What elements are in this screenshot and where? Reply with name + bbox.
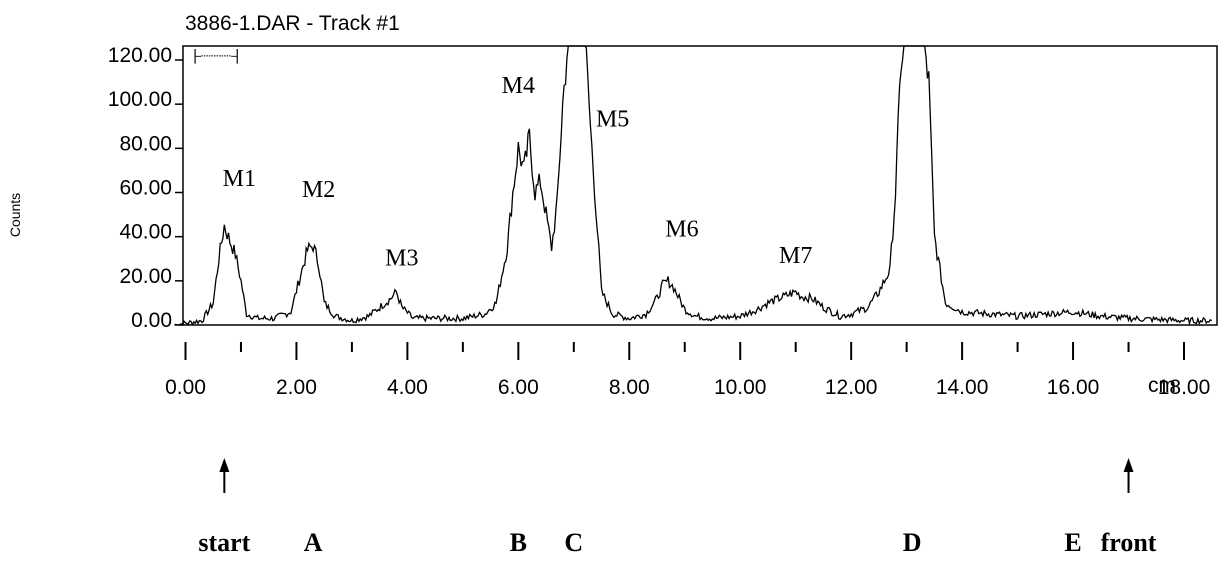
marker-arrow-head: [1123, 458, 1134, 472]
y-tick-label: 40.00: [119, 221, 172, 244]
x-tick-label: 14.00: [936, 376, 989, 399]
position-marker: E: [1064, 528, 1081, 557]
y-axis-label: Counts: [7, 193, 23, 237]
x-tick-label: 16.00: [1047, 376, 1100, 399]
plot-frame: [182, 45, 1218, 326]
x-tick-label: 10.00: [714, 376, 767, 399]
y-tick-label: 100.00: [108, 88, 172, 111]
x-axis-unit: cm: [1148, 374, 1176, 397]
chart-title: 3886-1.DAR - Track #1: [185, 12, 400, 35]
y-tick-label: 20.00: [119, 265, 172, 288]
x-tick-label: 18.00: [1158, 376, 1211, 399]
peak-label: M5: [596, 106, 629, 132]
position-marker: A: [304, 528, 323, 557]
position-marker: front: [1101, 528, 1157, 557]
peak-label: M1: [223, 166, 256, 192]
position-marker: C: [564, 528, 583, 557]
trace-line: [174, 45, 1212, 327]
y-tick-label: 120.00: [108, 44, 172, 67]
y-tick-label: 80.00: [119, 132, 172, 155]
x-tick-label: 4.00: [387, 376, 428, 399]
y-tick-label: 0.00: [131, 309, 172, 332]
peak-label: M6: [665, 217, 698, 243]
position-marker: D: [903, 528, 922, 557]
x-tick-label: 6.00: [498, 376, 539, 399]
peak-label: M4: [502, 73, 535, 99]
x-tick-label: 2.00: [276, 376, 317, 399]
y-tick-label: 60.00: [119, 177, 172, 200]
position-marker: start: [198, 528, 250, 557]
peak-label: M2: [302, 177, 335, 203]
peak-label: M3: [385, 245, 418, 271]
peak-label: M7: [779, 243, 812, 269]
scale-bar: ├┈┈┈┤: [189, 49, 243, 64]
x-tick-label: 8.00: [609, 376, 650, 399]
x-tick-label: 0.00: [165, 376, 206, 399]
x-tick-label: 12.00: [825, 376, 878, 399]
marker-arrow-head: [219, 458, 230, 472]
position-marker: B: [510, 528, 527, 557]
